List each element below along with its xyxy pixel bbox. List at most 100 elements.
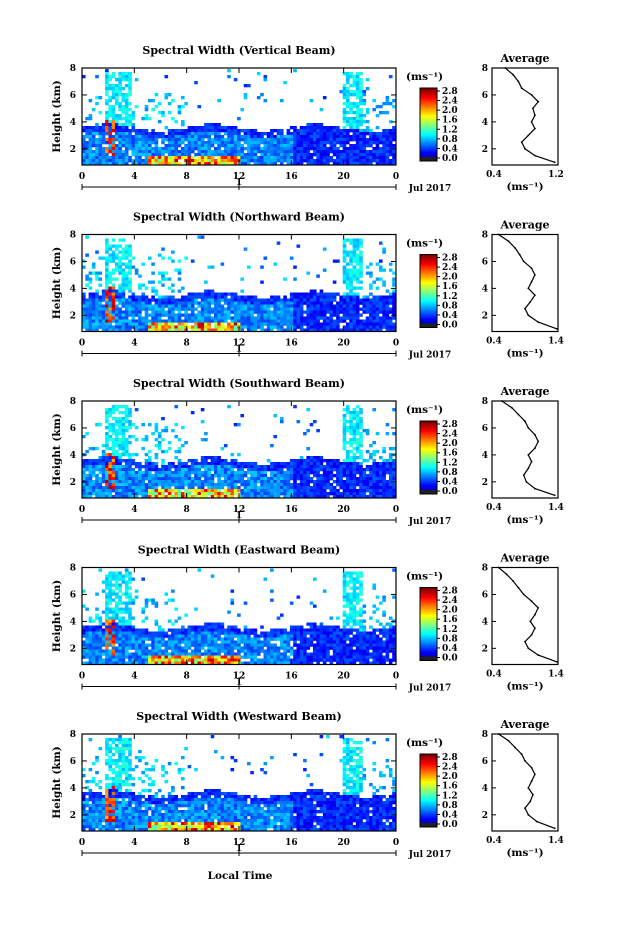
heatmap-cell <box>313 319 317 323</box>
heatmap-cell <box>105 301 109 305</box>
heatmap-cell <box>230 486 235 490</box>
heatmap-cell <box>346 462 350 466</box>
heatmap-cell <box>151 262 155 266</box>
heatmap-cell <box>237 304 241 308</box>
heatmap-cell <box>154 147 159 151</box>
heatmap-cell <box>105 298 109 302</box>
heatmap-cell <box>346 465 350 469</box>
heatmap-cell <box>369 159 373 163</box>
heatmap-cell <box>250 301 254 305</box>
colorbar-segment <box>420 473 437 477</box>
heatmap-cell <box>111 658 116 662</box>
heatmap-cell <box>105 661 109 665</box>
heatmap-cell <box>108 316 112 320</box>
heatmap-cell <box>293 156 297 160</box>
heatmap-cell <box>108 87 112 91</box>
heatmap-cell <box>336 129 340 133</box>
heatmap-cell <box>256 147 261 151</box>
avg-y-tick-label: 4 <box>482 451 488 461</box>
colorbar-segment <box>420 455 437 458</box>
heatmap-cell <box>316 319 320 323</box>
heatmap-cell <box>88 325 93 329</box>
heatmap-cell <box>227 492 231 496</box>
heatmap-cell <box>319 465 324 469</box>
heatmap-cell <box>352 322 357 326</box>
heatmap-cell <box>349 72 353 76</box>
heatmap-cell <box>85 150 89 154</box>
heatmap-cell <box>177 259 182 263</box>
heatmap-cell <box>115 586 119 590</box>
heatmap-cell <box>289 310 294 314</box>
heatmap-cell <box>355 138 360 142</box>
heatmap-cell <box>296 141 301 145</box>
heatmap-cell <box>91 108 96 112</box>
heatmap-cell <box>85 328 89 332</box>
heatmap-cell <box>313 462 317 466</box>
heatmap-cell <box>329 319 334 323</box>
heatmap-cell <box>355 465 360 469</box>
heatmap-cell <box>349 274 353 278</box>
heatmap-cell <box>250 310 254 314</box>
colorbar-segment <box>420 108 437 111</box>
heatmap-cell <box>346 405 350 409</box>
heatmap-cell <box>365 319 370 323</box>
heatmap-cell <box>105 162 109 166</box>
heatmap-cell <box>342 304 347 308</box>
heatmap-cell <box>306 316 310 320</box>
heatmap-cell <box>322 328 327 332</box>
heatmap-cell <box>256 325 261 329</box>
heatmap-cell <box>223 307 228 311</box>
heatmap-cell <box>88 468 93 472</box>
heatmap-cell <box>174 156 178 160</box>
heatmap-cell <box>82 652 86 656</box>
heatmap-cell <box>88 477 93 481</box>
heatmap-cell <box>319 313 324 317</box>
heatmap-cell <box>270 468 274 472</box>
heatmap-cell <box>161 429 165 433</box>
heatmap-cell <box>253 468 258 472</box>
heatmap-cell <box>118 126 122 130</box>
heatmap-cell <box>151 328 155 332</box>
heatmap-cell <box>276 328 281 332</box>
heatmap-cell <box>171 159 175 163</box>
heatmap-cell <box>124 156 129 160</box>
heatmap-cell <box>174 465 178 469</box>
heatmap-cell <box>260 310 264 314</box>
y-tick-label: 2 <box>70 311 76 321</box>
heatmap-cell <box>352 162 357 166</box>
heatmap-cell <box>98 126 103 130</box>
heatmap-cell <box>134 310 139 314</box>
heatmap-cell <box>154 141 159 145</box>
heatmap-cell <box>266 486 271 490</box>
heatmap-cell <box>299 456 304 460</box>
heatmap-cell <box>138 477 142 481</box>
heatmap-cell <box>157 483 162 487</box>
heatmap-cell <box>359 271 363 275</box>
heatmap-cell <box>359 489 363 493</box>
avg-x-tick-label: 1.4 <box>548 503 564 513</box>
heatmap-cell <box>95 147 99 151</box>
heatmap-cell <box>362 328 367 332</box>
heatmap-cell <box>306 298 310 302</box>
heatmap-cell <box>157 447 162 451</box>
heatmap-cell <box>306 141 310 145</box>
heatmap-cell <box>157 474 162 478</box>
heatmap-cell <box>190 126 195 130</box>
heatmap-cell <box>273 489 277 493</box>
heatmap-cell <box>121 93 126 97</box>
heatmap-cell <box>319 462 324 466</box>
heatmap-cell <box>319 150 324 154</box>
heatmap-cell <box>263 159 268 163</box>
heatmap-cell <box>270 295 274 299</box>
heatmap-cell <box>157 444 162 448</box>
heatmap-cell <box>167 468 172 472</box>
heatmap-cell <box>88 643 93 647</box>
heatmap-cell <box>263 468 268 472</box>
heatmap-cell <box>128 646 132 650</box>
heatmap-cell <box>266 162 271 166</box>
heatmap-cell <box>101 307 106 311</box>
heatmap-cell <box>352 411 357 415</box>
heatmap-cell <box>91 262 96 266</box>
heatmap-cell <box>184 477 188 481</box>
heatmap-cell <box>329 486 334 490</box>
